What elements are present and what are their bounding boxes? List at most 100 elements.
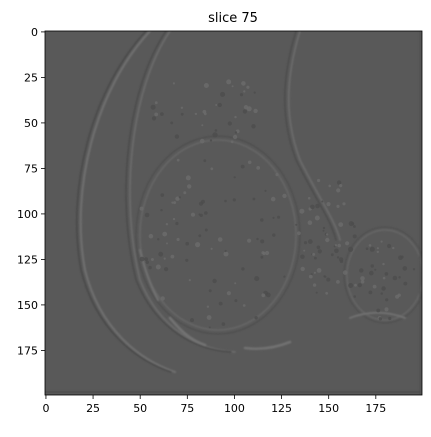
speckle <box>154 112 159 117</box>
speckle <box>151 116 157 121</box>
speckle <box>368 290 373 295</box>
speckle <box>185 241 189 246</box>
speckle <box>402 266 408 271</box>
speckle <box>243 90 246 93</box>
speckle <box>195 242 201 248</box>
speckle <box>148 233 154 239</box>
speckle <box>261 251 265 255</box>
speckle <box>338 257 344 262</box>
speckle <box>150 104 156 110</box>
speckle <box>316 268 322 273</box>
speckle <box>297 231 301 236</box>
speckle <box>206 305 210 308</box>
speckle <box>204 211 208 215</box>
speckle <box>369 270 374 276</box>
speckle <box>334 248 339 254</box>
speckle <box>283 275 286 278</box>
speckle <box>145 260 149 264</box>
speckle <box>234 282 237 285</box>
speckle <box>300 266 305 272</box>
speckle <box>308 239 313 244</box>
speckle <box>337 243 342 248</box>
speckle <box>251 124 256 129</box>
speckle <box>324 275 327 278</box>
speckle <box>202 109 207 114</box>
speckle <box>275 173 279 177</box>
speckle <box>206 315 212 320</box>
speckle <box>254 276 260 282</box>
speckle <box>392 275 398 281</box>
speckle <box>336 280 340 284</box>
speckle <box>175 221 179 226</box>
speckle <box>353 295 357 298</box>
speckle <box>180 112 184 116</box>
speckle <box>392 246 395 250</box>
speckle <box>398 255 403 260</box>
speckle <box>227 121 232 126</box>
speckle <box>261 293 266 298</box>
y-tick-label: 100 <box>17 208 38 221</box>
speckle <box>209 139 213 142</box>
speckle <box>282 193 287 199</box>
speckle <box>376 308 381 313</box>
speckle <box>348 246 354 252</box>
speckle <box>376 247 379 250</box>
speckle <box>214 129 218 132</box>
speckle <box>208 289 212 293</box>
speckle <box>178 196 181 199</box>
speckle <box>212 278 217 284</box>
speckle <box>372 284 377 289</box>
speckle <box>144 212 150 218</box>
speckle <box>360 280 365 284</box>
speckle <box>188 279 191 282</box>
speckle <box>357 283 362 288</box>
speckle <box>180 106 184 110</box>
speckle <box>342 270 348 275</box>
speckle <box>176 237 180 242</box>
y-tick-label: 175 <box>17 344 38 357</box>
speckle <box>247 160 252 165</box>
x-axis: 0 25 50 75 100 125 150 175 <box>42 395 386 415</box>
speckle <box>221 322 226 326</box>
speckle <box>380 240 383 243</box>
speckle <box>165 223 169 226</box>
speckle <box>299 208 305 214</box>
speckle <box>241 81 246 86</box>
speckle <box>157 238 160 241</box>
speckle <box>270 196 276 202</box>
speckle <box>351 222 355 226</box>
speckle <box>325 237 330 243</box>
speckle <box>312 252 316 256</box>
speckle <box>232 198 236 202</box>
y-tick-label: 125 <box>17 253 38 266</box>
speckle <box>234 299 238 303</box>
speckle <box>313 271 316 274</box>
speckle <box>234 115 237 119</box>
speckle <box>264 189 267 192</box>
right-arc-light <box>287 31 341 241</box>
speckle <box>226 79 232 85</box>
speckle <box>307 220 313 225</box>
speckle <box>382 276 386 280</box>
speckle <box>326 202 331 207</box>
speckle <box>380 292 383 295</box>
image-background <box>45 31 422 395</box>
speckle <box>395 294 400 299</box>
speckle <box>155 264 161 270</box>
speckle <box>246 106 252 112</box>
speckle <box>198 234 202 238</box>
speckle <box>353 225 356 228</box>
speckle <box>382 262 385 266</box>
speckle <box>368 244 372 247</box>
speckle <box>203 83 209 88</box>
speckle <box>317 178 321 183</box>
speckle <box>254 316 258 320</box>
speckle <box>139 256 145 262</box>
speckle <box>317 249 322 254</box>
y-tick-label: 25 <box>24 71 38 84</box>
speckle <box>176 158 180 162</box>
speckle <box>403 281 408 286</box>
speckle <box>232 134 238 140</box>
speckle <box>277 215 281 219</box>
speckle <box>303 249 306 252</box>
